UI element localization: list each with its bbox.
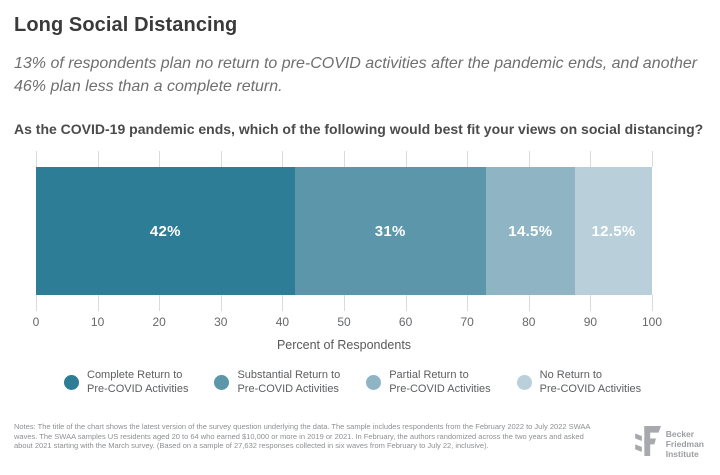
legend-label: No Return to Pre-COVID Activities [539, 369, 642, 395]
bar-segment: 31% [294, 167, 486, 295]
axis-tick [97, 295, 99, 311]
axis-tick [652, 295, 653, 311]
axis-tick [282, 295, 284, 311]
legend-item: No Return to Pre-COVID Activities [516, 368, 642, 396]
plot-area: 42% 31% 14.5% 12.5% 0 10 20 30 40 50 60 70 80 90 100 [32, 151, 662, 329]
x-tick-label: 30 [214, 315, 228, 329]
chart-notes: Notes: The title of the chart shows the … [14, 422, 591, 451]
legend-item: Complete Return to Pre-COVID Activities [64, 368, 188, 396]
stacked-bar-chart: 42% 31% 14.5% 12.5% 0 10 20 30 40 50 60 70 80 90 100 … [14, 151, 720, 352]
chart-subtitle: 13% of respondents plan no return to pre… [14, 55, 698, 95]
axis-tick [467, 295, 469, 311]
x-tick-label: 60 [398, 315, 413, 329]
footer: Notes: The title of the chart shows the … [14, 422, 720, 463]
bar-segment: 42% [36, 167, 295, 295]
bfi-logo: Becker Friedman Institute [631, 424, 704, 463]
bfi-logo-text: Becker Friedman Institute [666, 429, 704, 459]
x-tick-label: 10 [90, 315, 105, 329]
legend-label: Substantial Return to Pre-COVID Activitie… [237, 369, 341, 395]
axis-tick [590, 295, 592, 311]
legend-dot-icon [64, 374, 79, 390]
axis-tick [344, 295, 345, 311]
axis-tick [528, 295, 530, 311]
axis-tick [405, 151, 407, 167]
bfi-logo-mark-icon [631, 424, 661, 463]
x-tick-label: 20 [152, 315, 166, 329]
x-axis-label: Percent of Respondents [276, 338, 412, 352]
x-tick-label: 40 [275, 315, 290, 329]
plot-ticks-top [36, 151, 653, 167]
legend-dot-icon [516, 374, 532, 390]
axis-tick [282, 151, 284, 167]
bar-segment-label: 12.5% [591, 222, 636, 240]
logo-line: Friedman [665, 438, 704, 449]
axis-tick [467, 151, 469, 167]
bar-segment: 12.5% [574, 167, 652, 295]
survey-question: As the COVID-19 pandemic ends, which of … [14, 121, 704, 137]
legend-dot-icon [214, 374, 230, 390]
axis-tick [528, 151, 530, 167]
bar-segment: 14.5% [485, 167, 575, 295]
x-tick-label: 50 [337, 315, 351, 329]
bar-segment-label: 14.5% [508, 222, 553, 240]
axis-tick [220, 151, 222, 167]
x-tick-label: 80 [522, 315, 536, 329]
plot-ticks-bottom [36, 295, 653, 311]
x-tick-label: 90 [583, 315, 598, 329]
logo-line: Becker [665, 428, 695, 439]
x-tick-label: 100 [641, 315, 663, 329]
axis-tick [36, 295, 37, 311]
legend-label: Partial Return to Pre-COVID Activities [389, 369, 491, 395]
legend-item: Partial Return to Pre-COVID Activities [366, 368, 491, 396]
axis-tick [590, 151, 592, 167]
logo-line: Institute [665, 448, 699, 459]
axis-tick [159, 151, 161, 167]
axis-tick [405, 295, 407, 311]
bar-segment-label: 31% [374, 222, 406, 240]
axis-tick [159, 295, 161, 311]
axis-tick [220, 295, 222, 311]
legend-dot-icon [366, 374, 382, 390]
x-tick-label: 0 [32, 315, 40, 329]
axis-tick [652, 151, 653, 167]
x-tick-label: 70 [460, 315, 474, 329]
stacked-bar: 42% 31% 14.5% 12.5% [36, 167, 652, 295]
axis-tick [36, 151, 37, 167]
legend: Complete Return to Pre-COVID Activities Su… [64, 368, 720, 396]
legend-item: Substantial Return to Pre-COVID Activitie… [214, 368, 340, 396]
x-axis-tick-labels: 0 10 20 30 40 50 60 70 80 90 100 [32, 315, 662, 329]
chart-title: Long Social Distancing [14, 14, 238, 36]
bar-segment-label: 42% [149, 222, 181, 240]
legend-label: Complete Return to Pre-COVID Activities [87, 369, 189, 395]
axis-tick [97, 151, 99, 167]
axis-tick [344, 151, 345, 167]
